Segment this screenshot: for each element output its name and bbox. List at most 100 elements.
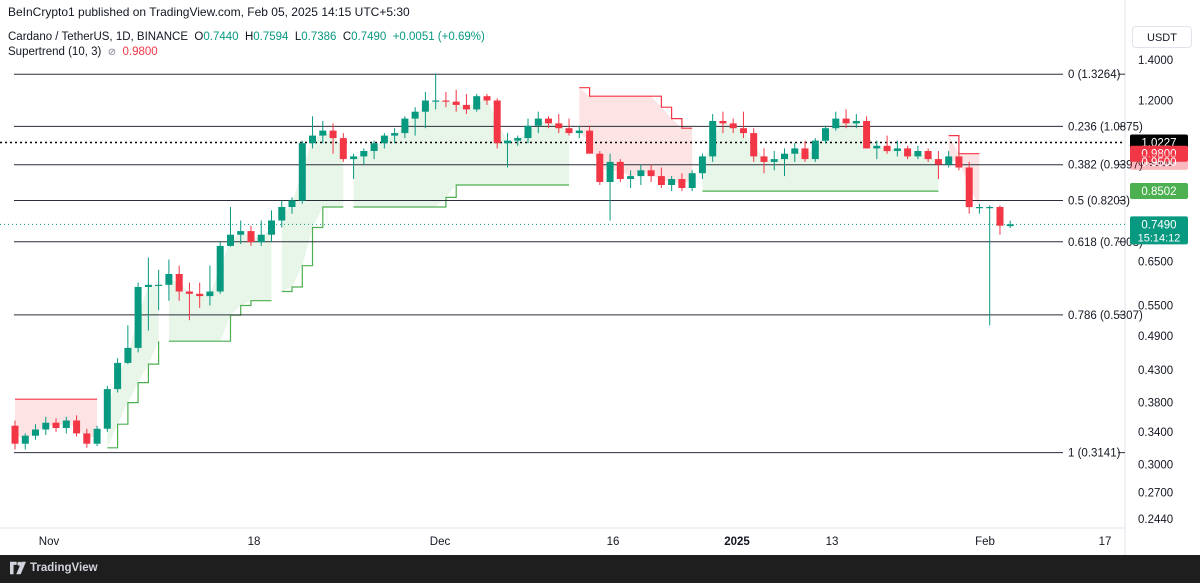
candle-body[interactable] <box>637 170 645 177</box>
candle-body[interactable] <box>288 200 296 208</box>
price-chart[interactable]: 0 (1.3264)0.236 (1.0875)0.382 (0.9397)0.… <box>0 0 1200 555</box>
candle-body[interactable] <box>103 389 111 429</box>
candle-body[interactable] <box>196 293 204 297</box>
candle-body[interactable] <box>934 159 942 165</box>
candle-body[interactable] <box>114 362 122 390</box>
candle-body[interactable] <box>688 173 696 188</box>
candle-body[interactable] <box>832 118 840 129</box>
candle-body[interactable] <box>781 153 788 160</box>
candle-body[interactable] <box>504 140 511 144</box>
candle-body[interactable] <box>268 220 275 235</box>
candle-body[interactable] <box>134 287 142 348</box>
candle-body[interactable] <box>627 176 635 179</box>
candle-body[interactable] <box>709 121 717 157</box>
candle-body[interactable] <box>873 145 881 149</box>
candle-body[interactable] <box>391 133 399 136</box>
candle-body[interactable] <box>32 429 39 436</box>
candle-body[interactable] <box>432 100 440 102</box>
candle-body[interactable] <box>52 422 60 428</box>
candle-body[interactable] <box>350 156 358 160</box>
candle-body[interactable] <box>791 148 799 154</box>
candle-body[interactable] <box>155 284 163 286</box>
candle-body[interactable] <box>175 274 183 292</box>
candle-body[interactable] <box>462 104 470 110</box>
hidden-eye-icon[interactable]: ⊘ <box>107 47 117 58</box>
candle-body[interactable] <box>257 234 265 243</box>
candle-body[interactable] <box>339 138 347 160</box>
candle-body[interactable] <box>945 156 953 165</box>
candle-body[interactable] <box>227 234 234 246</box>
candle-body[interactable] <box>298 143 306 201</box>
candle-body[interactable] <box>668 179 676 185</box>
candle-body[interactable] <box>924 151 932 160</box>
candle-body[interactable] <box>986 207 994 209</box>
symbol-legend[interactable]: Cardano / TetherUS, 1D, BINANCE O0.7440 … <box>8 31 485 43</box>
candle-body[interactable] <box>473 96 481 110</box>
candle-body[interactable] <box>596 153 604 182</box>
candle-body[interactable] <box>483 96 491 101</box>
candle-body[interactable] <box>883 145 891 152</box>
candle-body[interactable] <box>21 435 29 444</box>
candle-body[interactable] <box>360 151 368 157</box>
candle-body[interactable] <box>216 245 224 292</box>
candle-body[interactable] <box>729 123 737 129</box>
candle-body[interactable] <box>586 130 594 154</box>
candle-body[interactable] <box>811 140 819 160</box>
candle-body[interactable] <box>524 125 532 139</box>
candle-body[interactable] <box>770 159 778 162</box>
candle-body[interactable] <box>309 135 316 144</box>
candle-body[interactable] <box>329 130 337 139</box>
candle-body[interactable] <box>852 121 860 124</box>
candle-body[interactable] <box>893 148 901 151</box>
candle-body[interactable] <box>555 123 563 129</box>
candle-body[interactable] <box>493 100 501 144</box>
candle-body[interactable] <box>411 111 419 119</box>
candle-body[interactable] <box>647 170 655 177</box>
candle-body[interactable] <box>740 128 747 134</box>
candle-body[interactable] <box>165 274 173 285</box>
candle-body[interactable] <box>1006 224 1014 227</box>
supertrend-legend[interactable]: Supertrend (10, 3) ⊘ 0.9800 <box>8 46 158 58</box>
currency-button[interactable]: USDT <box>1132 26 1192 48</box>
candle-body[interactable] <box>965 167 973 208</box>
candle-body[interactable] <box>421 100 429 112</box>
candle-body[interactable] <box>698 156 706 174</box>
candle-body[interactable] <box>42 422 50 430</box>
candle-body[interactable] <box>452 101 460 105</box>
candle-body[interactable] <box>565 128 573 134</box>
candle-body[interactable] <box>760 156 768 162</box>
candle-body[interactable] <box>278 207 286 221</box>
candle-body[interactable] <box>914 151 922 157</box>
candle-body[interactable] <box>616 161 624 179</box>
candle-body[interactable] <box>73 420 81 434</box>
candle-body[interactable] <box>370 143 378 151</box>
candle-body[interactable] <box>750 133 758 157</box>
candle-body[interactable] <box>975 207 983 209</box>
candle-body[interactable] <box>144 284 152 287</box>
candle-body[interactable] <box>237 231 245 235</box>
candle-body[interactable] <box>247 231 255 243</box>
candle-body[interactable] <box>93 428 101 444</box>
candle-body[interactable] <box>678 179 686 188</box>
candle-body[interactable] <box>904 148 912 157</box>
candle-body[interactable] <box>719 121 727 124</box>
candle-body[interactable] <box>319 130 327 136</box>
candle-body[interactable] <box>514 138 522 141</box>
candle-body[interactable] <box>657 176 665 185</box>
candle-body[interactable] <box>842 118 850 124</box>
candle-body[interactable] <box>401 118 409 134</box>
candle-body[interactable] <box>822 128 829 141</box>
candle-body[interactable] <box>442 100 450 102</box>
candle-body[interactable] <box>124 347 132 363</box>
candle-body[interactable] <box>545 118 552 124</box>
candle-body[interactable] <box>955 156 963 168</box>
candle-body[interactable] <box>575 130 583 134</box>
candle-body[interactable] <box>185 291 193 294</box>
candle-body[interactable] <box>206 291 214 297</box>
candle-body[interactable] <box>606 161 614 182</box>
candle-body[interactable] <box>83 433 91 444</box>
candle-body[interactable] <box>62 420 70 429</box>
candle-body[interactable] <box>11 425 19 444</box>
candle-body[interactable] <box>534 118 542 126</box>
candle-body[interactable] <box>801 148 809 160</box>
